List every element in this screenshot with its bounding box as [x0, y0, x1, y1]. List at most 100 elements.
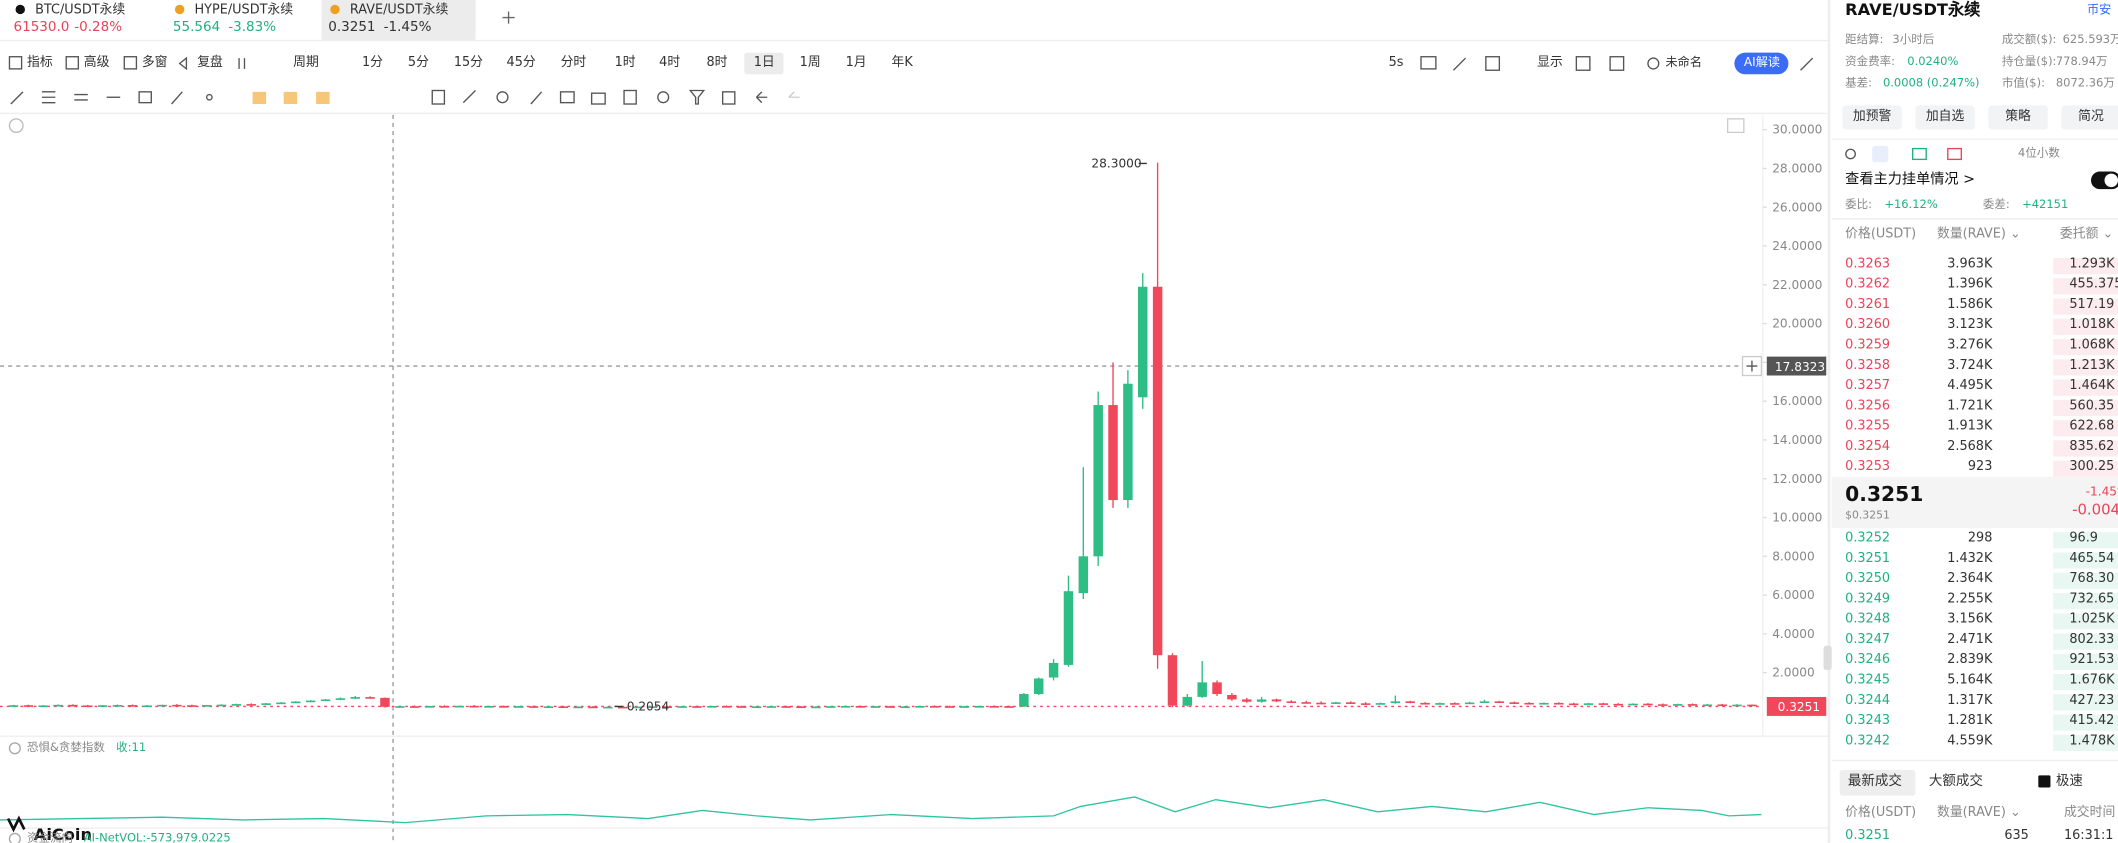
refresh[interactable]: 5s — [1388, 55, 1404, 71]
tab-change[interactable]: -3.83% — [228, 20, 277, 36]
book-price[interactable]: 0.3255 — [1845, 418, 1891, 434]
tab-symbol[interactable]: BTC/USDT永续 — [35, 2, 126, 18]
collapse-handle[interactable] — [1823, 645, 1832, 670]
tool-button[interactable]: 复盘 — [197, 55, 223, 71]
book-price[interactable]: 0.3252 — [1845, 530, 1891, 546]
book-price[interactable]: 0.3258 — [1845, 357, 1891, 373]
indicator-icon — [8, 742, 21, 755]
trade-tab[interactable]: 大额成交 — [1928, 773, 1983, 789]
book-price[interactable]: 0.3259 — [1845, 337, 1891, 353]
indicator-name[interactable]: 资金流向 — [27, 832, 73, 843]
candle-body — [1078, 556, 1089, 594]
candle-body — [23, 705, 34, 707]
main-orders[interactable]: 查看主力挂单情况 > — [1845, 171, 1976, 188]
trade-tab[interactable]: 最新成交 — [1847, 773, 1902, 789]
candle-body — [1435, 703, 1445, 705]
period-button[interactable]: 1分 — [362, 55, 384, 71]
candle-body — [1628, 703, 1638, 706]
book-price[interactable]: 0.3249 — [1845, 591, 1891, 607]
tool-button[interactable]: 指标 — [27, 55, 53, 71]
fast-checkbox[interactable] — [2038, 775, 2051, 788]
trade-tab-active-bg[interactable] — [1839, 769, 1916, 796]
period-button[interactable]: 5分 — [407, 55, 429, 71]
book-price[interactable]: 0.3256 — [1845, 398, 1891, 414]
book-price[interactable]: 0.3246 — [1845, 652, 1891, 668]
period-button[interactable]: 15分 — [453, 55, 484, 71]
tab-price[interactable]: 0.3251 — [328, 20, 376, 36]
tab-symbol[interactable]: RAVE/USDT永续 — [349, 2, 449, 18]
candle-body — [1613, 703, 1623, 706]
panel-button[interactable]: 简况 — [2061, 105, 2118, 130]
book-price[interactable]: 0.3247 — [1845, 632, 1891, 648]
book-price[interactable]: 0.3262 — [1845, 276, 1891, 292]
book-header: 价格(USDT) — [1845, 226, 1917, 242]
candle-body — [1568, 703, 1579, 706]
book-price[interactable]: 0.3248 — [1845, 611, 1891, 627]
fullscreen-icon[interactable] — [1726, 118, 1745, 134]
book-price[interactable]: 0.3260 — [1845, 317, 1891, 333]
period-button[interactable]: 分时 — [560, 55, 587, 71]
chart-settings-icon[interactable] — [8, 118, 24, 134]
candle-body — [1747, 704, 1757, 707]
panel-button[interactable]: 加预警 — [1842, 105, 1902, 130]
depth-bar — [2053, 572, 2118, 589]
indicator-name[interactable]: 恐惧&贪婪指数 — [27, 741, 105, 756]
depth-bar — [2053, 440, 2118, 457]
period-button[interactable]: 1时 — [614, 55, 636, 71]
panel-button[interactable]: 策略 — [1988, 105, 2048, 130]
period-button[interactable]: 1月 — [845, 55, 867, 71]
book-quantity: 4.495K — [1947, 378, 1993, 394]
book-price[interactable]: 0.3250 — [1845, 571, 1891, 587]
display[interactable]: 显示 — [1537, 55, 1563, 71]
depth-bar — [2053, 257, 2118, 275]
tab-change[interactable]: -1.45% — [383, 20, 432, 36]
panel-icon-active[interactable] — [1872, 145, 1889, 163]
ai-button[interactable]: AI解读 — [1743, 56, 1781, 71]
book-price[interactable]: 0.3245 — [1845, 672, 1891, 688]
tab-price[interactable]: 55.564 — [172, 20, 221, 36]
book-price[interactable]: 0.3243 — [1845, 713, 1891, 729]
orange-tool-icons — [252, 91, 330, 105]
period-button[interactable]: 8时 — [706, 55, 728, 71]
candle-body — [796, 706, 806, 709]
panel-button[interactable]: 加自选 — [1915, 105, 1975, 130]
tab-symbol[interactable]: HYPE/USDT永续 — [194, 2, 294, 18]
decimals[interactable]: 4位小数 — [2018, 147, 2060, 161]
depth-bar — [2053, 633, 2118, 650]
fear-greed-line — [0, 796, 1762, 824]
book-price[interactable]: 0.3244 — [1845, 692, 1891, 708]
candle-body — [1687, 704, 1698, 706]
period-label[interactable]: 周期 — [293, 55, 319, 71]
panel-icon[interactable] — [1912, 147, 1927, 161]
period-button[interactable]: 年K — [891, 55, 913, 71]
book-price[interactable]: 0.3253 — [1845, 459, 1891, 475]
book-price[interactable]: 0.3263 — [1845, 256, 1891, 272]
fast-label[interactable]: 极速 — [2055, 773, 2083, 789]
book-amount: 415.42 — [2069, 713, 2115, 729]
candle-body — [974, 706, 985, 708]
tool-button[interactable]: 多窗 — [141, 55, 168, 71]
book-amount: 455.375 — [2069, 276, 2118, 292]
candle-body — [1509, 702, 1519, 704]
tab-price[interactable]: 61530.0 — [13, 20, 70, 36]
book-price[interactable]: 0.3251 — [1845, 551, 1891, 566]
tab-change[interactable]: -0.28% — [74, 20, 123, 36]
candle-body — [1167, 655, 1178, 706]
period-button[interactable]: 45分 — [506, 55, 536, 71]
exchange[interactable]: 币安 — [2086, 4, 2112, 18]
period-button[interactable]: 4时 — [659, 55, 681, 71]
panel-icon[interactable] — [1947, 147, 1962, 161]
period-button[interactable]: 1日 — [753, 55, 775, 71]
layout-name[interactable]: 未命名 — [1665, 56, 1702, 71]
book-price[interactable]: 0.3242 — [1845, 733, 1891, 749]
ai-button-bg[interactable] — [1734, 52, 1789, 75]
panel-icon[interactable] — [1845, 148, 1856, 160]
tool-button[interactable]: 高级 — [83, 55, 110, 71]
candle-body — [424, 706, 435, 708]
book-header: 数量(RAVE) ⌄ — [1937, 226, 2021, 242]
period-button[interactable]: 1周 — [799, 55, 821, 71]
candle-body — [454, 705, 464, 708]
book-price[interactable]: 0.3257 — [1845, 378, 1891, 394]
book-price[interactable]: 0.3261 — [1845, 297, 1891, 313]
book-price[interactable]: 0.3254 — [1845, 439, 1891, 454]
